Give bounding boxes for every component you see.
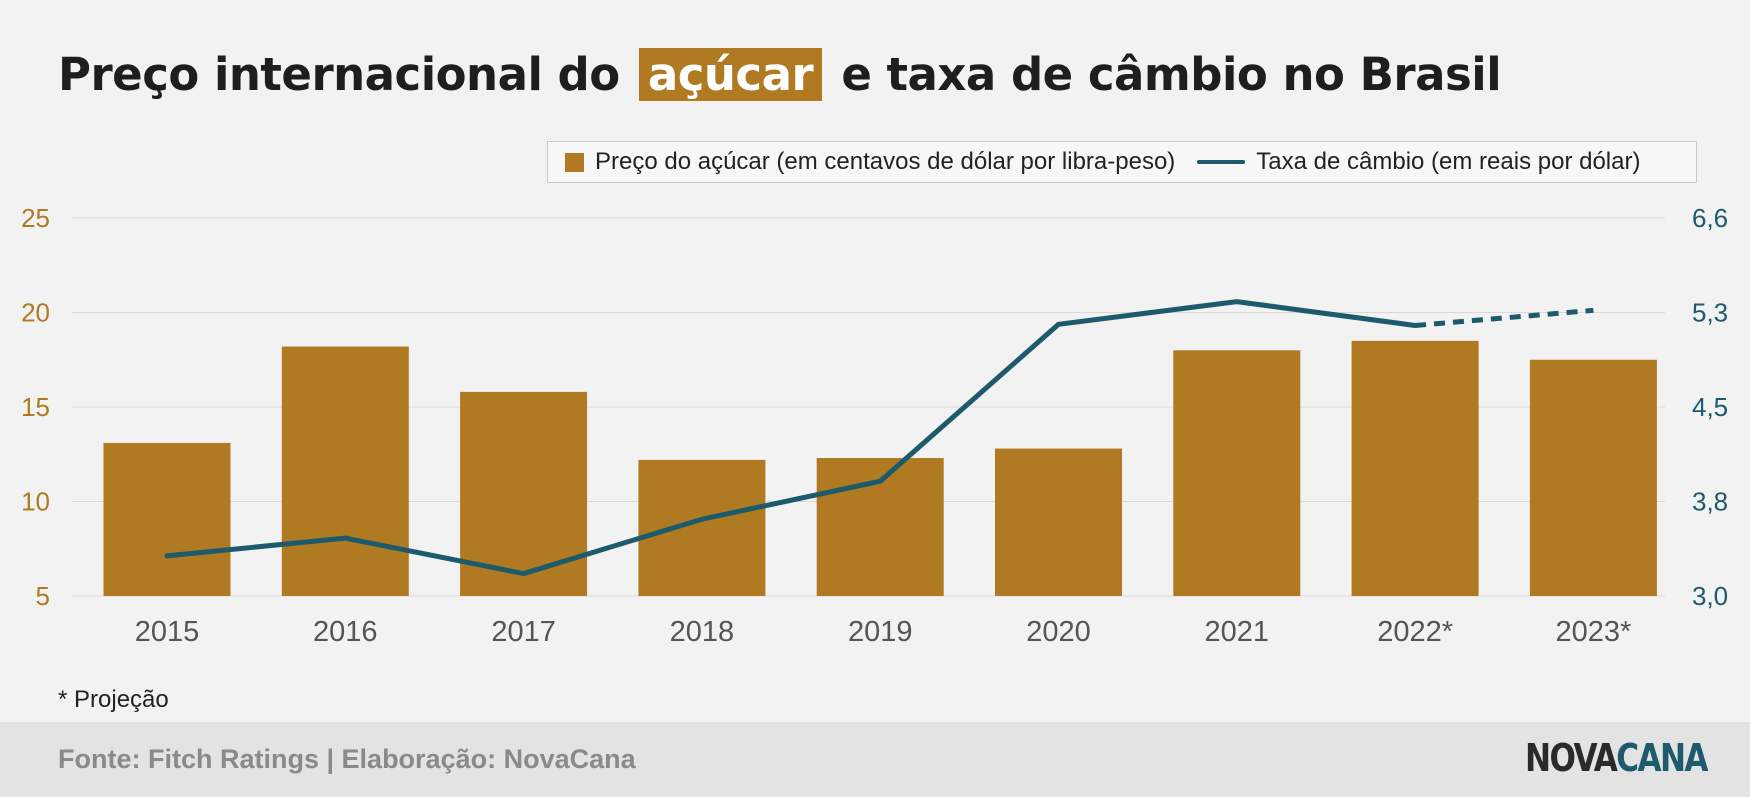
left-axis-tick: 20: [21, 298, 50, 328]
x-axis-tick: 2019: [848, 616, 913, 648]
projection-note: * Projeção: [58, 686, 169, 713]
title-text-end: e taxa de câmbio no Brasil: [841, 48, 1502, 101]
legend-bar-label: Preço do açúcar (em centavos de dólar po…: [595, 148, 1176, 175]
x-axis-tick: 2020: [1026, 616, 1091, 648]
x-axis-tick: 2018: [670, 616, 735, 648]
legend-line-label: Taxa de câmbio (em reais por dólar): [1256, 148, 1641, 175]
x-axis-tick: 2015: [135, 616, 200, 648]
novacana-logo: NOVACANA: [1525, 736, 1709, 780]
legend-line-swatch: [1197, 160, 1246, 164]
left-axis-tick: 25: [21, 203, 50, 233]
footer: Fonte: Fitch Ratings | Elaboração: NovaC…: [0, 722, 1750, 797]
right-axis-tick: 3,0: [1692, 581, 1728, 611]
bar-sugar-price: [1351, 340, 1479, 596]
left-axis-tick: 5: [36, 581, 50, 611]
bar-sugar-price: [281, 346, 409, 596]
title-highlight: açúcar: [638, 48, 823, 101]
right-axis-tick: 3,8: [1692, 487, 1728, 517]
right-axis-tick: 6,6: [1692, 203, 1728, 233]
right-axis-tick: 4,5: [1692, 392, 1728, 422]
left-axis-tick: 10: [21, 487, 50, 517]
exchange-rate-line: [164, 299, 1418, 577]
chart-canvas: 5 10 15 20 25 3,0 3,8 4,5 5,3 6,6 2015 2016 2017 2018…: [21, 203, 1728, 648]
bar-sugar-price: [1173, 350, 1301, 596]
left-axis-tick: 15: [21, 392, 50, 422]
x-axis-tick: 2023*: [1555, 616, 1631, 648]
bar-sugar-price: [1529, 359, 1657, 596]
x-axis-tick: 2016: [313, 616, 378, 648]
bar-sugar-price: [103, 442, 231, 596]
x-axis-tick: 2022*: [1377, 616, 1453, 648]
exchange-rate-projection-line: [1414, 307, 1594, 328]
right-axis-tick: 5,3: [1692, 298, 1728, 328]
x-axis-tick: 2021: [1205, 616, 1270, 648]
legend-bar-swatch: [565, 152, 584, 172]
title-text-start: Preço internacional do: [58, 48, 620, 101]
bar-sugar-price: [995, 448, 1122, 596]
source-text: Fonte: Fitch Ratings | Elaboração: NovaC…: [58, 744, 636, 774]
x-axis-tick: 2017: [491, 616, 556, 648]
chart-title: Preço internacional do açúcar e taxa de …: [58, 48, 1502, 101]
chart-legend: Preço do açúcar (em centavos de dólar po…: [547, 141, 1697, 183]
bar-sugar-price: [638, 459, 766, 596]
